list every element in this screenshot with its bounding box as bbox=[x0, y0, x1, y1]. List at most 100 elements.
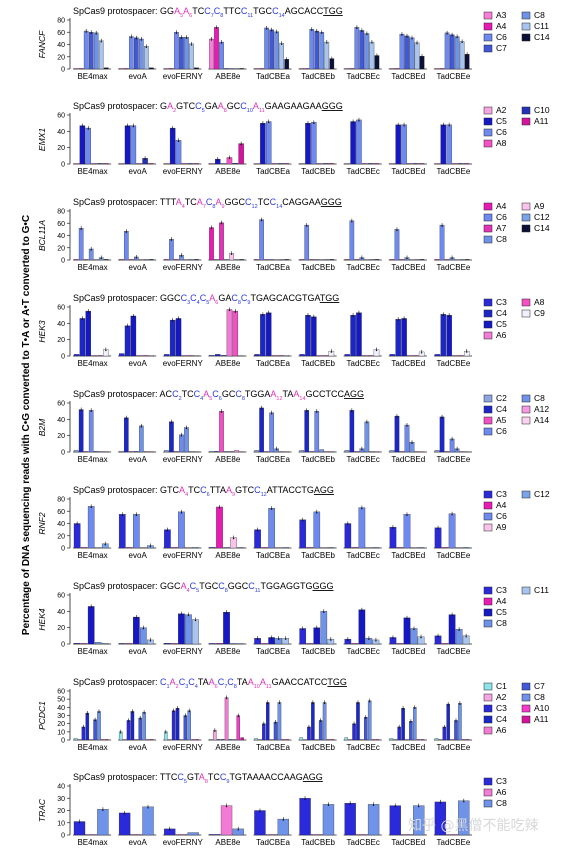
protospacer-segment: C bbox=[218, 581, 225, 591]
bar-c6 bbox=[401, 124, 407, 165]
protospacer-sequence: SpCas9 protospacer: GGCC3C4C5A6GAC8C9TGA… bbox=[73, 293, 339, 306]
category-label: evoFERNY bbox=[163, 551, 204, 560]
bar-a3 bbox=[118, 68, 124, 70]
replicate-dot bbox=[461, 41, 463, 44]
bar-c14 bbox=[374, 55, 380, 70]
bar-a3 bbox=[299, 68, 305, 70]
replicate-dot bbox=[356, 27, 358, 30]
replicate-dot bbox=[210, 39, 213, 41]
bar-c9 bbox=[283, 355, 290, 357]
bar-a11 bbox=[465, 739, 470, 741]
protospacer-segment: C bbox=[241, 6, 248, 16]
bar-a2 bbox=[348, 739, 352, 741]
bar-c6 bbox=[444, 32, 450, 70]
legend-label: C1 bbox=[496, 681, 507, 691]
bar-c14 bbox=[103, 259, 109, 261]
protospacer-segment: TC bbox=[192, 6, 204, 16]
legend-swatch bbox=[521, 416, 531, 425]
protospacer-segment: C bbox=[172, 389, 179, 399]
bar-a4 bbox=[216, 506, 223, 549]
bar-a10 bbox=[462, 739, 466, 741]
protospacer-segment: A bbox=[270, 389, 276, 399]
bar-c3 bbox=[164, 643, 171, 645]
protospacer-segment: TTA bbox=[210, 485, 226, 495]
bar-a9 bbox=[319, 259, 325, 261]
bar-a6 bbox=[311, 834, 323, 836]
bar-a6 bbox=[181, 355, 188, 357]
legend-swatch bbox=[483, 788, 493, 797]
bar-c3 bbox=[389, 527, 397, 549]
category-label: evoFERNY bbox=[163, 263, 204, 272]
replicate-dot bbox=[358, 120, 360, 122]
category-label: TadCBEc bbox=[347, 72, 380, 81]
bar-a4 bbox=[304, 68, 310, 70]
replicate-dot bbox=[263, 723, 265, 726]
replicate-dot bbox=[406, 618, 408, 620]
replicate-dot bbox=[135, 617, 138, 619]
bar-c12 bbox=[327, 547, 335, 549]
bar-c8 bbox=[139, 425, 144, 453]
bar-a6 bbox=[452, 355, 458, 357]
replicate-dot bbox=[414, 707, 416, 710]
bar-a4 bbox=[214, 27, 219, 70]
y-tick-label: 40 bbox=[57, 705, 65, 712]
bar-c8 bbox=[97, 711, 101, 741]
legend-swatch bbox=[483, 777, 493, 786]
replicate-dot bbox=[463, 801, 465, 803]
category-label: ABE8e bbox=[215, 72, 240, 81]
bar-a4 bbox=[351, 643, 359, 645]
protospacer-segment: SpCas9 protospacer: GGC bbox=[73, 293, 181, 303]
replicate-dot bbox=[311, 29, 313, 31]
bar-a2 bbox=[254, 163, 260, 165]
legend-swatch bbox=[483, 619, 493, 628]
y-tick-label: 40 bbox=[57, 42, 65, 49]
replicate-dot bbox=[215, 27, 218, 30]
replicate-dot bbox=[180, 435, 183, 437]
replicate-dot bbox=[349, 803, 351, 805]
replicate-dot bbox=[406, 36, 408, 38]
replicate-dot bbox=[406, 514, 408, 517]
replicate-dot bbox=[268, 313, 270, 315]
bar-c4 bbox=[260, 314, 266, 357]
category-label: TadCBEb bbox=[301, 838, 335, 847]
protospacer-segment: GA bbox=[218, 293, 231, 303]
replicate-dot bbox=[95, 33, 97, 35]
bar-c10 bbox=[187, 163, 193, 165]
bar-c3 bbox=[344, 354, 350, 357]
protospacer-segment: GTC bbox=[176, 101, 195, 111]
y-tick-label: 80 bbox=[57, 209, 65, 216]
replicate-dot bbox=[259, 810, 261, 813]
y-tick-label: 0 bbox=[61, 258, 65, 265]
replicate-dot bbox=[397, 319, 399, 321]
replicate-dot bbox=[410, 721, 412, 723]
replicate-dot bbox=[406, 425, 408, 427]
category-label: evoA bbox=[129, 455, 148, 464]
legend-label: C5 bbox=[496, 607, 507, 617]
bar-a5 bbox=[354, 451, 360, 453]
legend-swatch bbox=[483, 490, 493, 499]
replicate-dot bbox=[282, 819, 285, 821]
bar-c3 bbox=[434, 354, 441, 357]
replicate-dot bbox=[260, 408, 263, 410]
replicate-dot bbox=[237, 715, 239, 718]
bar-c4 bbox=[124, 325, 131, 357]
protospacer-sequence: SpCas9 protospacer: GA2GTCC5GAA8GCC10A11… bbox=[73, 101, 343, 114]
protospacer-segment: SpCas9 protospacer: TTC bbox=[73, 772, 178, 782]
legend-swatch bbox=[521, 704, 531, 713]
bar-a11 bbox=[105, 739, 109, 741]
bar-c3 bbox=[209, 355, 215, 357]
bar-a9 bbox=[275, 547, 282, 549]
bar-c4 bbox=[395, 319, 401, 357]
bar-a11 bbox=[418, 163, 425, 165]
bar-c2 bbox=[254, 450, 259, 453]
protospacer-segment: A bbox=[218, 101, 224, 111]
bar-c11 bbox=[324, 41, 330, 70]
bar-a6 bbox=[269, 739, 274, 741]
replicate-dot bbox=[304, 798, 306, 800]
bar-c6 bbox=[354, 27, 360, 70]
replicate-dot bbox=[416, 42, 418, 45]
bar-a9 bbox=[410, 547, 418, 549]
bar-a2 bbox=[393, 739, 398, 741]
bar-c8 bbox=[319, 449, 325, 453]
bar-c6 bbox=[134, 451, 139, 453]
